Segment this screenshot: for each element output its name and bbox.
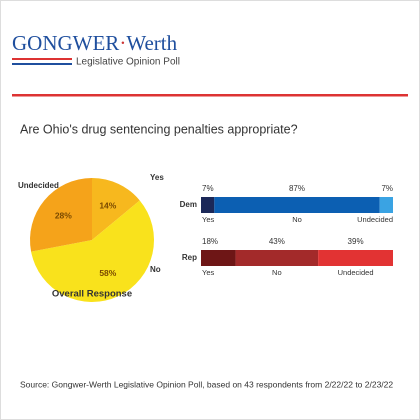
logo-blue-line — [12, 63, 72, 65]
slice-value-label: 28% — [55, 211, 72, 221]
pie-slice — [30, 178, 92, 252]
segment-name-label: Undecided — [357, 215, 393, 224]
segment-name-label: No — [272, 268, 282, 277]
bar-segment — [235, 250, 319, 266]
question: Are Ohio's drug sentencing penalties app… — [20, 122, 298, 136]
slice-value-label: 58% — [99, 268, 116, 278]
bar-category-label: Dem — [180, 200, 197, 209]
segment-name-label: Yes — [202, 268, 214, 277]
segment-value-label: 39% — [348, 237, 364, 246]
bar-category-label: Rep — [182, 253, 197, 262]
bar-segment — [201, 250, 236, 266]
segment-value-label: 18% — [202, 237, 218, 246]
charts: 14% Yes 58% No 28% Undecided Overall Response D… — [18, 173, 393, 303]
brand: GONGWER·Werth — [12, 31, 178, 55]
segment-value-label: 87% — [289, 184, 305, 193]
slice-category-label: Undecided — [18, 181, 59, 190]
pie-title: Overall Response — [52, 289, 132, 300]
segment-value-label: 43% — [269, 237, 285, 246]
bar-segment — [201, 197, 215, 213]
slice-category-label: No — [150, 265, 161, 274]
segment-name-label: Yes — [202, 215, 214, 224]
brand-left: GONGWER — [12, 31, 119, 55]
logo-red-line — [12, 58, 72, 60]
segment-name-label: No — [292, 215, 302, 224]
pie-slice — [92, 178, 140, 240]
segment-name-label: Undecided — [338, 268, 374, 277]
segment-value-label: 7% — [381, 184, 393, 193]
bar-segment — [214, 197, 380, 213]
slice-category-label: Yes — [150, 173, 164, 182]
divider — [12, 94, 408, 97]
source: Source: Gongwer-Werth Legislative Opinio… — [20, 379, 393, 389]
brand-right: Werth — [126, 31, 177, 55]
subtitle: Legislative Opinion Poll — [76, 57, 180, 68]
segment-value-label: 7% — [202, 184, 214, 193]
bar-segment — [318, 250, 393, 266]
slice-value-label: 14% — [99, 201, 116, 211]
pie-slice — [31, 200, 154, 303]
brand-dot: · — [119, 31, 126, 55]
bar-segment — [379, 197, 393, 213]
